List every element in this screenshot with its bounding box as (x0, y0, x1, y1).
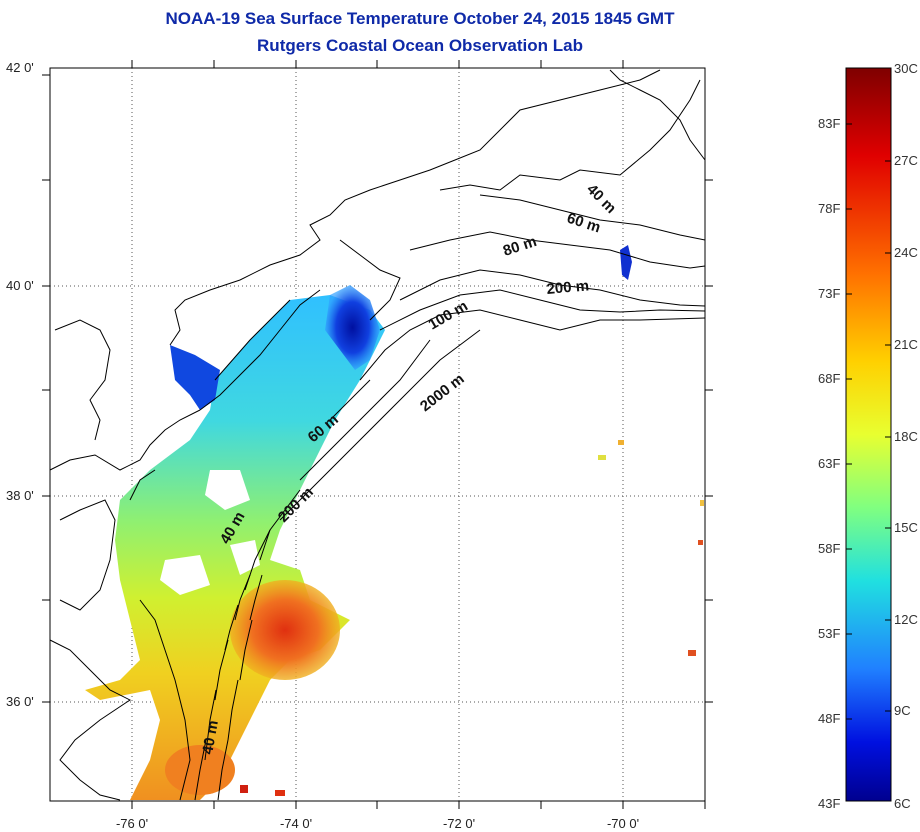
lat-label-38: 38 0' (6, 488, 34, 503)
colorbar-ticks (846, 123, 891, 720)
sst-pixel (598, 455, 606, 460)
lat-label-36: 36 0' (6, 694, 34, 709)
lon-label-72: -72 0' (443, 816, 475, 831)
coastline (49, 69, 706, 801)
lon-label-74: -74 0' (280, 816, 312, 831)
cb-c-30: 30C (894, 61, 918, 76)
cb-f-63: 63F (818, 456, 840, 471)
lon-label-76: -76 0' (116, 816, 148, 831)
cloud-gap (205, 470, 250, 510)
colorbar-celsius-labels: 30C 27C 24C 21C 18C 15C 12C 9C 6C (894, 61, 918, 811)
sst-pixel (700, 500, 704, 506)
tick-marks (42, 60, 713, 809)
sst-warm-offshore (230, 580, 340, 680)
lat-label-40: 40 0' (6, 278, 34, 293)
sst-pixel (688, 650, 696, 656)
chart-subtitle: Rutgers Coastal Ocean Observation Lab (257, 36, 583, 55)
cb-f-73: 73F (818, 286, 840, 301)
colorbar-fahrenheit-labels: 83F 78F 73F 68F 63F 58F 53F 48F 43F (818, 116, 840, 811)
cb-c-18: 18C (894, 429, 918, 444)
sst-pixel (240, 785, 248, 793)
cb-f-58: 58F (818, 541, 840, 556)
cb-c-6: 6C (894, 796, 911, 811)
cb-f-43: 43F (818, 796, 840, 811)
cb-c-21: 21C (894, 337, 918, 352)
cb-f-68: 68F (818, 371, 840, 386)
longitude-labels: -76 0' -74 0' -72 0' -70 0' (116, 816, 639, 831)
lat-label-42: 42 0' (6, 60, 34, 75)
lon-label-70: -70 0' (607, 816, 639, 831)
bathymetry-contours (194, 194, 706, 801)
cb-c-15: 15C (894, 520, 918, 535)
cb-c-27: 27C (894, 153, 918, 168)
contour-label-40m-c: 40 m (199, 719, 222, 756)
latitude-labels: 42 0' 40 0' 38 0' 36 0' (6, 60, 34, 709)
sst-pixel (275, 790, 285, 796)
contour-label-200m: 200 m (546, 277, 590, 298)
cb-c-24: 24C (894, 245, 918, 260)
cb-f-83: 83F (818, 116, 840, 131)
sst-pixel (618, 440, 624, 445)
sst-pixel (698, 540, 703, 545)
cb-c-12: 12C (894, 612, 918, 627)
colorbar-gradient (845, 67, 892, 802)
chart-title: NOAA-19 Sea Surface Temperature October … (165, 9, 675, 28)
cb-f-53: 53F (818, 626, 840, 641)
sst-delaware-bay (170, 345, 220, 410)
cloud-gap (160, 555, 210, 595)
map-frame (49, 67, 706, 802)
cb-c-9: 9C (894, 703, 911, 718)
sst-cold-shelf (325, 285, 380, 370)
colorbar: 83F 78F 73F 68F 63F 58F 53F 48F 43F 30C … (818, 61, 918, 811)
cb-f-78: 78F (818, 201, 840, 216)
cb-f-48: 48F (818, 711, 840, 726)
